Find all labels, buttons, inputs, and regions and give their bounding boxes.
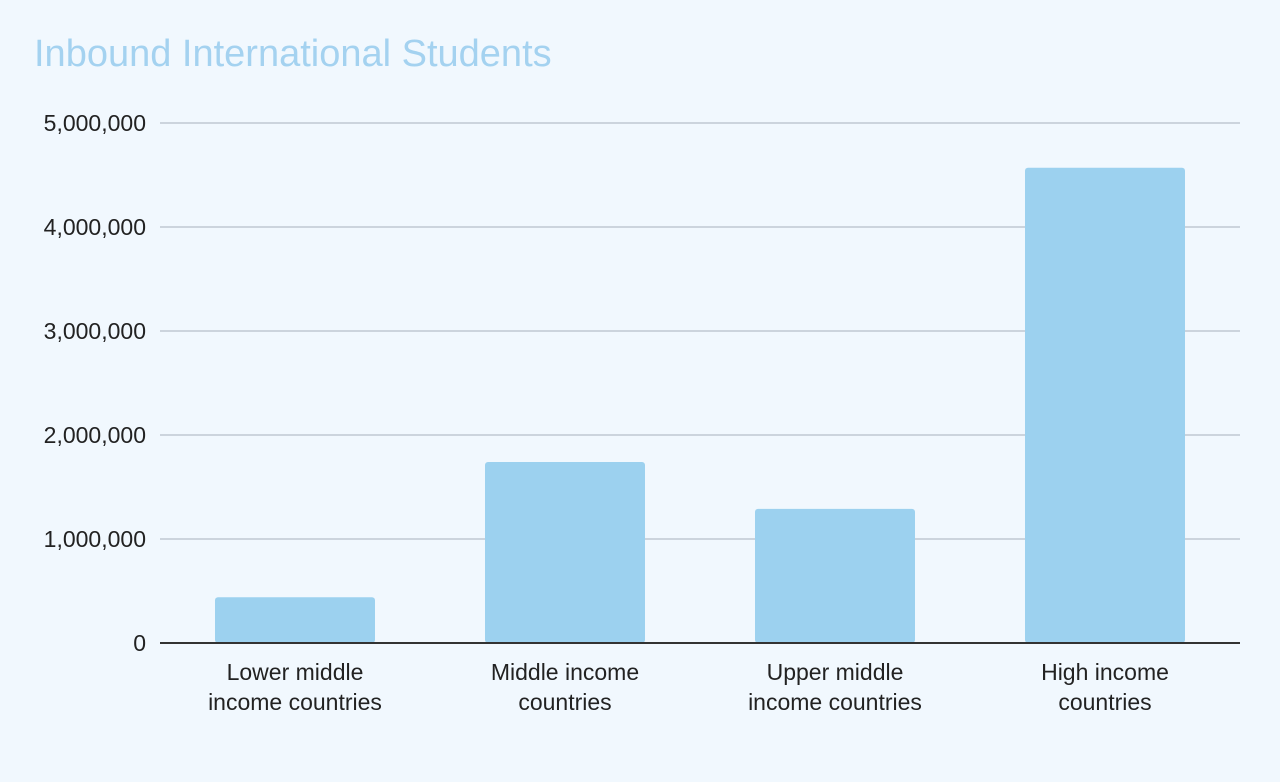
- x-category-label-line: countries: [1058, 689, 1151, 715]
- bar-0: [215, 597, 375, 643]
- x-category-label-line: countries: [518, 689, 611, 715]
- x-category-label: Upper middle income countries: [748, 659, 922, 715]
- x-category-label: Middle income countries: [491, 659, 639, 715]
- y-tick-label: 2,000,000: [44, 422, 146, 448]
- y-tick-label: 4,000,000: [44, 214, 146, 240]
- x-category-label-line: Middle income: [491, 659, 639, 685]
- x-category-label-line: Upper middle: [767, 659, 904, 685]
- y-tick-label: 3,000,000: [44, 318, 146, 344]
- bars: [215, 167, 1185, 643]
- y-tick-label: 1,000,000: [44, 526, 146, 552]
- x-category-label-line: income countries: [748, 689, 922, 715]
- y-tick-label: 0: [133, 630, 146, 656]
- x-category-label-line: income countries: [208, 689, 382, 715]
- x-category-label: Lower middle income countries: [208, 659, 382, 715]
- x-category-label: High income countries: [1041, 659, 1169, 715]
- bar-2: [755, 508, 915, 643]
- x-category-label-line: High income: [1041, 659, 1169, 685]
- labels: 0 1,000,000 2,000,000 3,000,000 4,000,000 5,0…: [44, 110, 1169, 715]
- x-category-label-line: Lower middle: [227, 659, 364, 685]
- y-tick-label: 5,000,000: [44, 110, 146, 136]
- chart-title: Inbound International Students: [34, 33, 552, 75]
- bar-3: [1025, 167, 1185, 643]
- bar-1: [485, 462, 645, 643]
